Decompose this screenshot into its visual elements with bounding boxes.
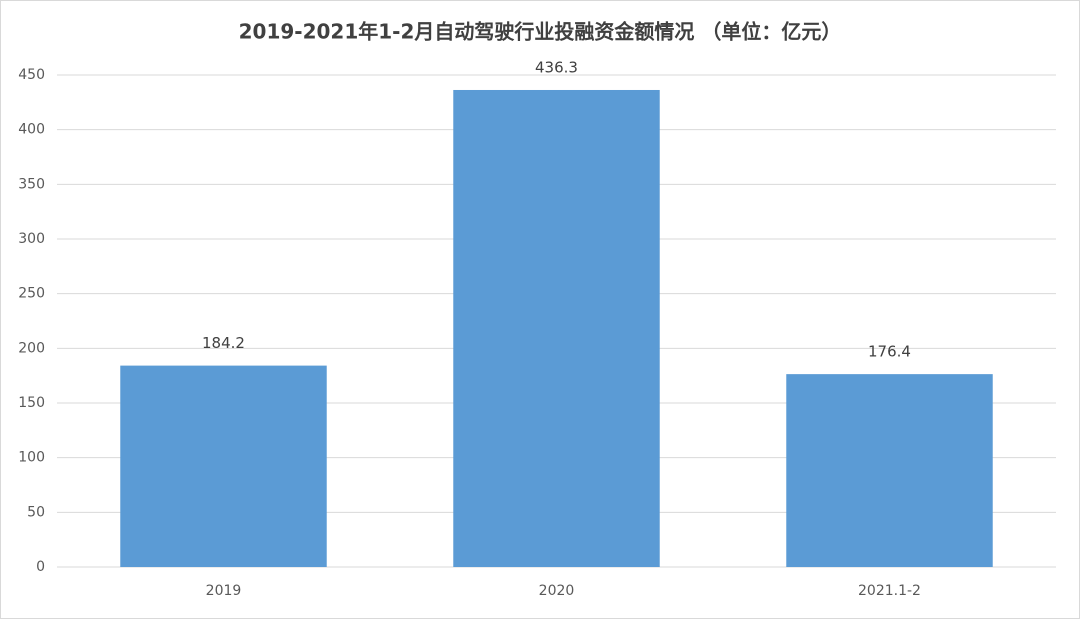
y-tick-label: 300 — [18, 231, 45, 247]
y-tick-label: 0 — [36, 559, 45, 575]
data-label: 176.4 — [868, 343, 911, 361]
x-tick-label: 2020 — [539, 583, 575, 599]
chart-title: 2019-2021年1-2月自动驾驶行业投融资金额情况 （单位：亿元） — [239, 20, 842, 44]
y-tick-label: 250 — [18, 286, 45, 302]
y-tick-label: 350 — [18, 176, 45, 192]
x-tick-label: 2021.1-2 — [858, 583, 921, 599]
y-tick-label: 450 — [18, 67, 45, 83]
y-tick-label: 100 — [18, 450, 45, 466]
data-label: 436.3 — [535, 58, 578, 76]
bar — [120, 365, 327, 567]
y-tick-label: 50 — [27, 504, 45, 520]
y-tick-label: 200 — [18, 340, 45, 356]
data-label: 184.2 — [202, 334, 245, 352]
bar — [453, 89, 660, 567]
x-tick-label: 2019 — [206, 583, 242, 599]
y-tick-label: 150 — [18, 395, 45, 411]
y-tick-label: 400 — [18, 122, 45, 138]
bar — [786, 374, 993, 567]
